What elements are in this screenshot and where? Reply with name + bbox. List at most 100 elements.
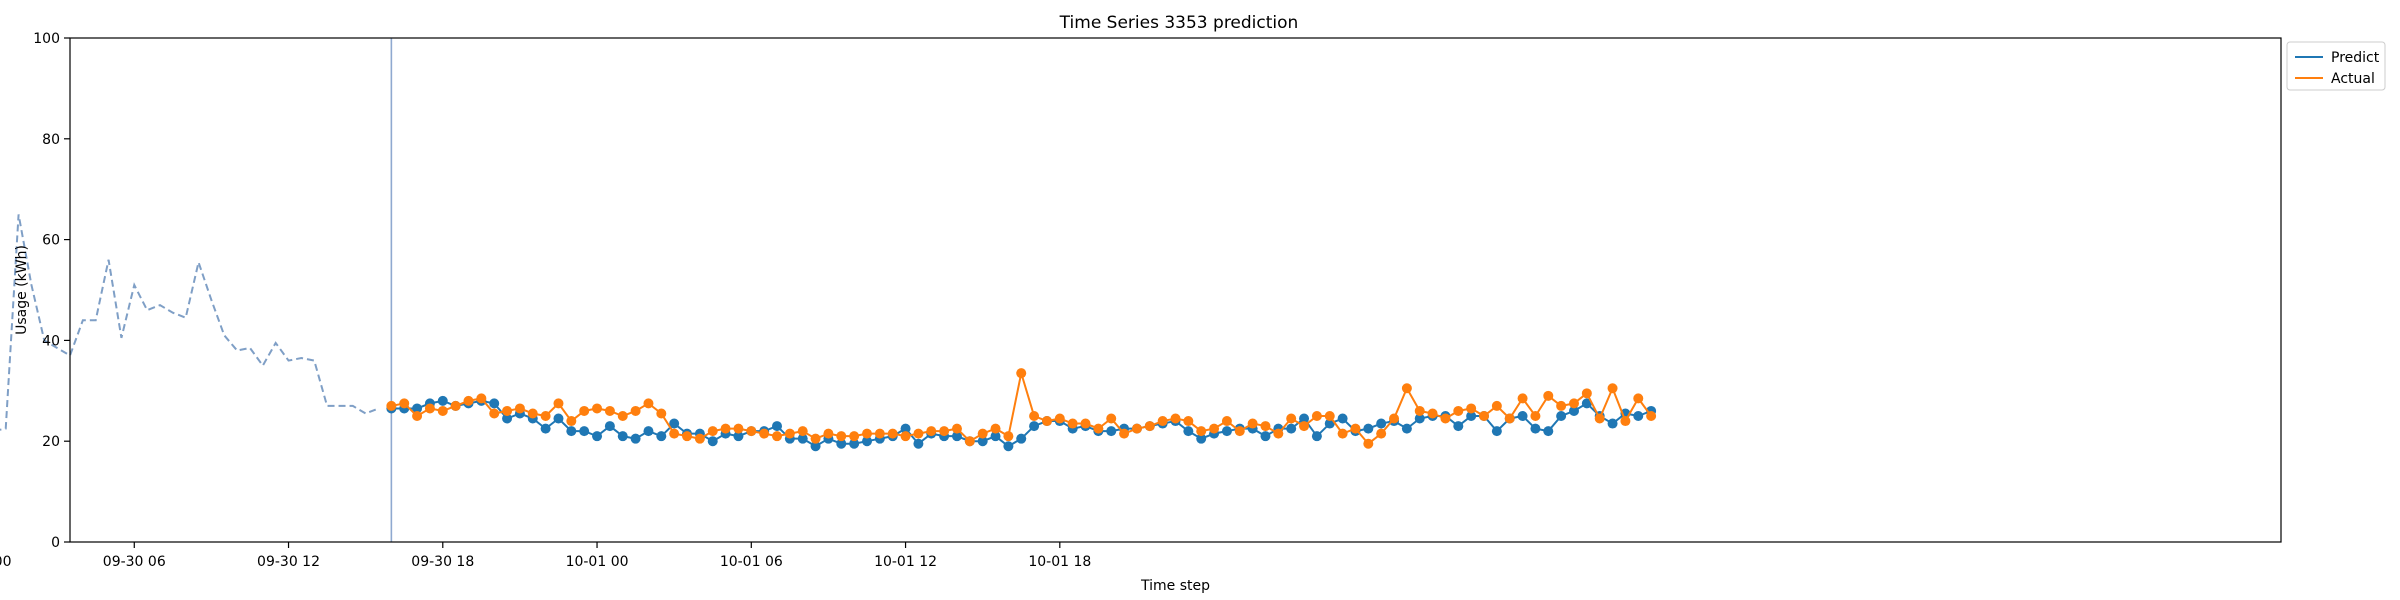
actual-point	[386, 401, 396, 411]
actual-point	[901, 431, 911, 441]
actual-point	[643, 398, 653, 408]
actual-point	[1415, 406, 1425, 416]
actual-point	[1518, 393, 1528, 403]
actual-point	[1453, 406, 1463, 416]
predict-point	[1453, 421, 1463, 431]
actual-point	[1376, 429, 1386, 439]
predict-point	[438, 396, 448, 406]
actual-point	[1119, 429, 1129, 439]
actual-point	[772, 431, 782, 441]
actual-point	[952, 424, 962, 434]
actual-point	[566, 416, 576, 426]
actual-point	[939, 426, 949, 436]
predict-point	[1106, 426, 1116, 436]
actual-point	[1466, 403, 1476, 413]
actual-point	[708, 426, 718, 436]
actual-point	[926, 426, 936, 436]
predict-point	[1029, 421, 1039, 431]
actual-point	[1068, 419, 1078, 429]
x-tick-label: 09-30 06	[103, 554, 166, 570]
actual-point	[1081, 419, 1091, 429]
actual-point	[1556, 401, 1566, 411]
actual-point	[1530, 411, 1540, 421]
predict-point	[1633, 411, 1643, 421]
y-tick-label: 0	[51, 535, 60, 551]
y-tick-label: 60	[42, 233, 60, 249]
predict-point	[656, 431, 666, 441]
predict-point	[643, 426, 653, 436]
actual-point	[965, 436, 975, 446]
actual-point	[1350, 424, 1360, 434]
x-tick-label: 10-01 12	[874, 554, 937, 570]
predict-point	[1260, 431, 1270, 441]
actual-point	[1196, 426, 1206, 436]
predict-point	[1016, 434, 1026, 444]
y-axis-label: Usage (kWh)	[14, 245, 30, 335]
actual-point	[1016, 368, 1026, 378]
actual-point	[1492, 401, 1502, 411]
actual-point	[1106, 414, 1116, 424]
y-tick-label: 20	[42, 434, 60, 450]
actual-point	[528, 408, 538, 418]
actual-point	[849, 431, 859, 441]
predict-point	[1376, 419, 1386, 429]
actual-point	[913, 429, 923, 439]
predict-point	[605, 421, 615, 431]
actual-point	[759, 429, 769, 439]
actual-point	[1222, 416, 1232, 426]
actual-point	[1171, 414, 1181, 424]
predict-point	[708, 436, 718, 446]
actual-point	[1479, 411, 1489, 421]
actual-point	[399, 398, 409, 408]
predict-point	[1492, 426, 1502, 436]
actual-point	[1042, 416, 1052, 426]
predict-point	[618, 431, 628, 441]
actual-point	[1273, 429, 1283, 439]
y-tick-label: 100	[33, 31, 60, 47]
x-axis-label: Time step	[1140, 578, 1210, 594]
y-tick-label: 80	[42, 132, 60, 148]
actual-point	[1440, 414, 1450, 424]
chart-title: Time Series 3353 prediction	[1059, 13, 1299, 33]
actual-point	[695, 434, 705, 444]
x-tick-label: 09-30 00	[0, 554, 11, 570]
actual-point	[1312, 411, 1322, 421]
actual-point	[412, 411, 422, 421]
predict-point	[1183, 426, 1193, 436]
actual-point	[438, 406, 448, 416]
actual-point	[1093, 424, 1103, 434]
plot-area	[0, 38, 1656, 542]
y-axis-ticks: 020406080100	[33, 31, 70, 551]
actual-point	[1003, 431, 1013, 441]
actual-point	[991, 424, 1001, 434]
actual-point	[1363, 439, 1373, 449]
predict-point	[566, 426, 576, 436]
actual-point	[862, 429, 872, 439]
actual-point	[1595, 414, 1605, 424]
predict-point	[631, 434, 641, 444]
predict-point	[1003, 441, 1013, 451]
x-tick-label: 09-30 18	[411, 554, 474, 570]
actual-point	[1055, 414, 1065, 424]
actual-point	[682, 431, 692, 441]
actual-point	[579, 406, 589, 416]
predict-point	[1402, 424, 1412, 434]
actual-point	[1325, 411, 1335, 421]
actual-point	[463, 396, 473, 406]
x-tick-label: 10-01 18	[1028, 554, 1091, 570]
actual-point	[1582, 388, 1592, 398]
predict-point	[1518, 411, 1528, 421]
legend-label-predict: Predict	[2331, 50, 2380, 66]
actual-point	[1132, 424, 1142, 434]
predict-point	[913, 439, 923, 449]
actual-point	[811, 434, 821, 444]
predict-point	[541, 424, 551, 434]
actual-point	[746, 426, 756, 436]
actual-point	[978, 429, 988, 439]
actual-point	[1145, 421, 1155, 431]
actual-point	[1569, 398, 1579, 408]
actual-point	[836, 431, 846, 441]
